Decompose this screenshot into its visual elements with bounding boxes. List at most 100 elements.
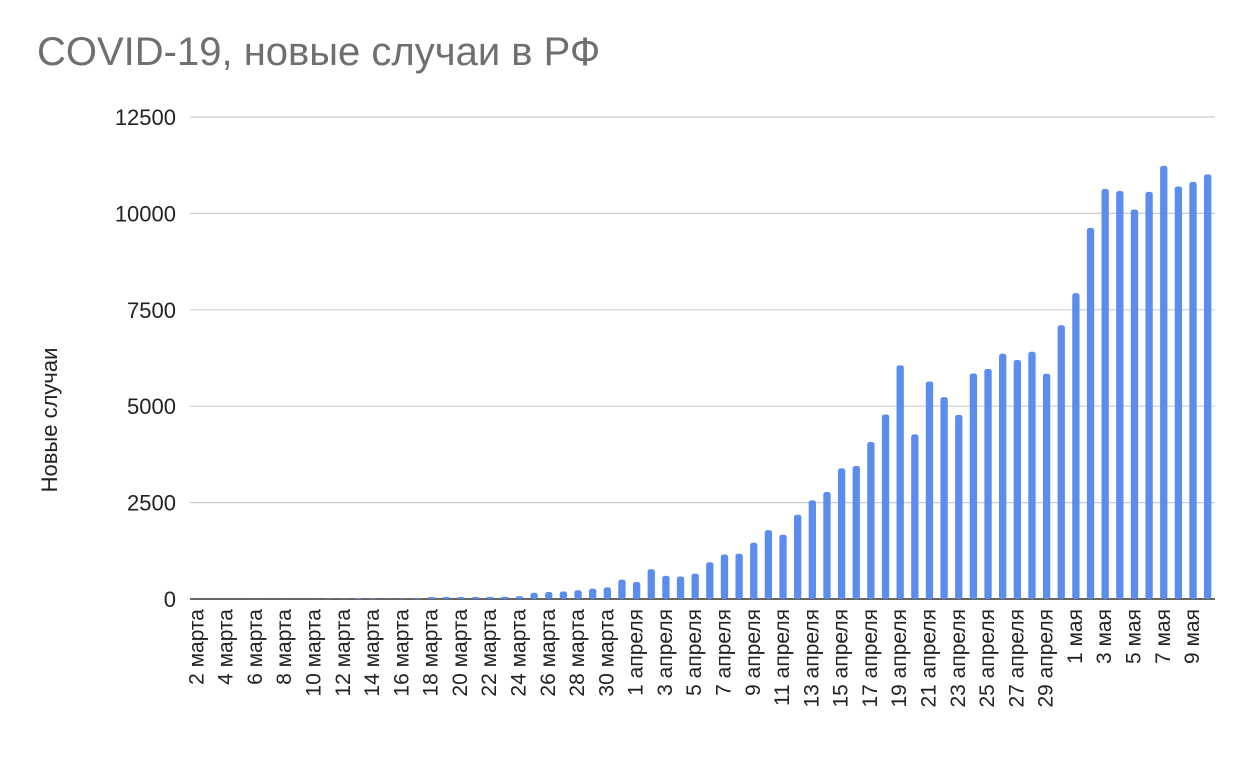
bar (881, 414, 890, 599)
bar (1013, 360, 1021, 599)
bar (837, 468, 846, 599)
bar (794, 514, 802, 599)
y-tick-label: 7500 (127, 298, 176, 323)
x-tick-label: 16 марта (390, 609, 413, 697)
x-tick-label: 3 апреля (654, 609, 677, 696)
bar (940, 397, 948, 599)
bar (413, 597, 421, 599)
x-tick-label: 19 апреля (888, 609, 911, 708)
x-tick-label: 9 апреля (742, 609, 765, 696)
bar (442, 596, 450, 599)
bar (1174, 186, 1183, 599)
bar (1204, 174, 1212, 600)
bar (999, 353, 1007, 599)
x-tick-label: 4 марта (215, 609, 238, 685)
bar (911, 434, 919, 599)
y-axis-title: Новые случаи (37, 348, 62, 493)
bar (354, 598, 363, 599)
x-tick-label: 8 марта (273, 609, 296, 685)
bar (618, 579, 626, 599)
bar (1130, 209, 1139, 600)
bar (779, 534, 787, 599)
bar (1116, 190, 1124, 599)
chart-title: COVID-19, новые случаи в РФ (37, 30, 601, 74)
x-tick-label: 22 марта (478, 609, 501, 697)
x-tick-label: 1 апреля (625, 609, 648, 696)
bar (984, 368, 992, 599)
x-tick-label: 14 марта (361, 609, 384, 697)
x-tick-label: 13 апреля (800, 609, 823, 708)
bar (545, 591, 553, 599)
x-tick-label: 5 мая (1122, 609, 1145, 664)
x-tick-label: 11 апреля (771, 609, 794, 706)
bar (515, 596, 524, 599)
y-tick-label: 12500 (115, 105, 176, 130)
x-tick-label: 18 марта (420, 609, 443, 697)
x-tick-label: 1 мая (1064, 609, 1087, 664)
bar (823, 492, 831, 599)
x-tick-label: 6 марта (244, 609, 267, 685)
bar (574, 590, 582, 599)
y-tick-label: 0 (164, 587, 176, 612)
bar (471, 596, 480, 599)
bar (486, 596, 494, 599)
bar (969, 373, 978, 599)
bars (193, 165, 1212, 600)
x-tick-label: 7 апреля (712, 609, 735, 696)
bar (1086, 227, 1095, 599)
x-tick-label: 20 марта (449, 609, 472, 697)
y-axis-ticks: 0 2500 5000 7500 10000 12500 (115, 105, 176, 612)
bar (647, 569, 655, 599)
x-tick-label: 29 апреля (1035, 609, 1058, 708)
x-tick-label: 17 апреля (859, 609, 882, 708)
bar (589, 588, 597, 599)
gridlines (190, 116, 1215, 600)
bar (706, 562, 714, 599)
bar (662, 575, 670, 599)
x-axis-ticks: 2 марта 4 марта 6 марта 8 марта 10 марта 12 м… (185, 609, 1204, 708)
bar (427, 596, 436, 599)
bar (764, 530, 773, 599)
bar (1057, 325, 1065, 599)
x-tick-label: 27 апреля (1005, 609, 1028, 708)
bar (632, 582, 641, 599)
bar (1101, 188, 1109, 599)
x-tick-label: 26 марта (537, 609, 560, 697)
bar (457, 596, 465, 599)
bar (1160, 165, 1168, 600)
bar (501, 596, 509, 599)
bar (676, 576, 685, 599)
bar (1042, 373, 1051, 599)
x-tick-label: 5 апреля (683, 609, 706, 696)
x-tick-label: 21 апреля (917, 609, 940, 708)
bar (808, 500, 816, 599)
x-tick-label: 28 марта (566, 609, 589, 697)
bar (1028, 351, 1036, 599)
bar (603, 587, 611, 599)
x-tick-label: 25 апреля (976, 609, 999, 708)
bar (867, 442, 875, 599)
bar (1072, 293, 1080, 599)
y-tick-label: 2500 (127, 491, 176, 516)
x-tick-label: 10 марта (302, 609, 325, 697)
x-tick-label: 9 мая (1181, 609, 1204, 664)
x-tick-label: 7 мая (1152, 609, 1175, 664)
bar (750, 542, 758, 599)
bar (691, 573, 699, 599)
x-tick-label: 30 марта (595, 609, 618, 697)
bar (735, 553, 743, 599)
bar (530, 592, 538, 599)
bar (852, 466, 860, 599)
x-tick-label: 23 апреля (947, 609, 970, 708)
x-tick-label: 12 марта (332, 609, 355, 697)
bar (896, 365, 904, 599)
x-tick-label: 15 апреля (830, 609, 853, 708)
bar (720, 554, 729, 599)
x-tick-label: 2 марта (185, 609, 208, 685)
bar (1145, 191, 1153, 599)
y-tick-label: 10000 (115, 201, 176, 226)
bar (955, 414, 963, 599)
bar (925, 381, 934, 599)
bar (559, 591, 568, 599)
